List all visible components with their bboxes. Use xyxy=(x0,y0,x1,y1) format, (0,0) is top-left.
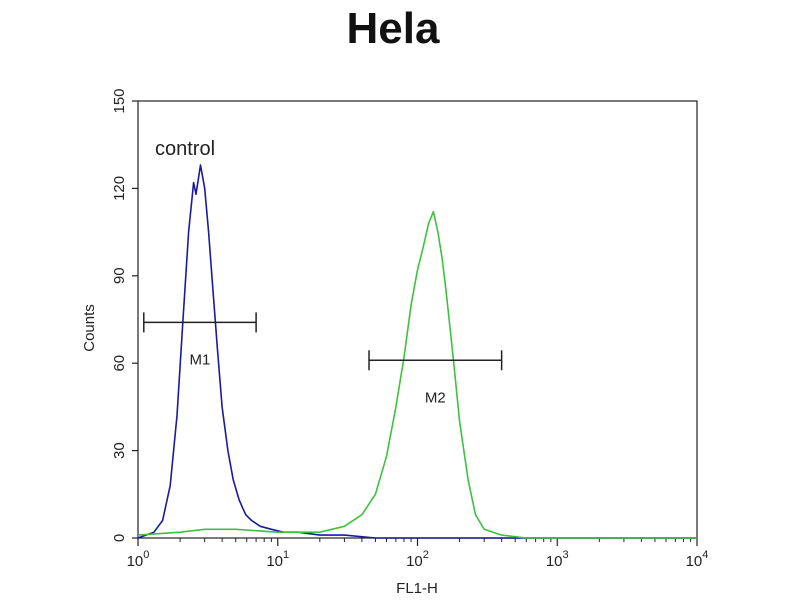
x-axis-label: FL1-H xyxy=(396,580,438,597)
gate-markers: M1 M2 xyxy=(143,312,503,406)
gate-m2: M2 xyxy=(368,350,503,406)
x-tick-label: 104 xyxy=(686,549,709,570)
plot-frame xyxy=(137,100,698,539)
y-tick-label: 150 xyxy=(111,88,128,113)
x-axis: 100 101 102 103 104 xyxy=(127,538,709,570)
gate-m1: M1 xyxy=(143,312,257,368)
x-tick-label: 102 xyxy=(406,549,429,570)
x-tick-label: 103 xyxy=(546,549,569,570)
gate-label: M2 xyxy=(425,389,446,406)
control-annotation: control xyxy=(155,138,215,160)
x-tick-label: 100 xyxy=(127,549,150,570)
sample-histogram xyxy=(137,210,697,539)
gate-label: M1 xyxy=(190,351,211,368)
y-tick-label: 120 xyxy=(111,176,128,201)
y-tick-label: 90 xyxy=(111,267,128,284)
y-axis-label: Counts xyxy=(81,304,98,352)
y-axis: 0 30 60 90 120 150 xyxy=(111,88,138,542)
y-tick-label: 0 xyxy=(111,534,128,542)
y-tick-label: 60 xyxy=(111,355,128,372)
y-tick-label: 30 xyxy=(111,442,128,459)
chart-title: Hela xyxy=(347,4,440,53)
series-layer xyxy=(137,164,697,539)
control-histogram xyxy=(137,164,697,539)
x-tick-label: 101 xyxy=(266,549,289,570)
